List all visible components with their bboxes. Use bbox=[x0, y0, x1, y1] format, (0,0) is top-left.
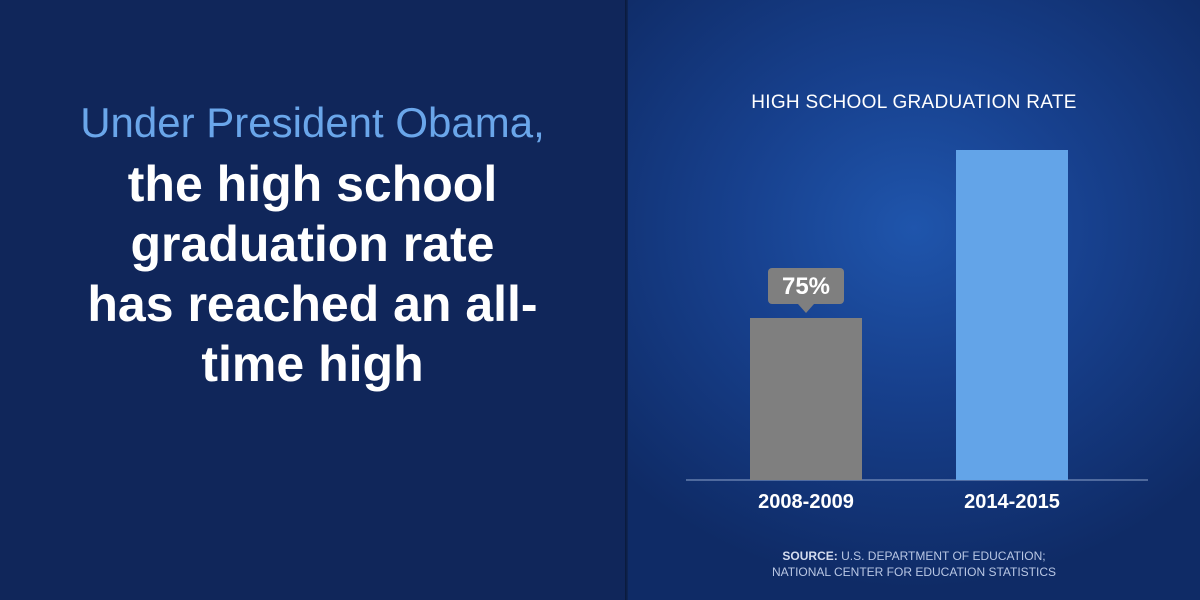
x-tick-label: 2008-2009 bbox=[758, 491, 854, 513]
data-label-pointer bbox=[798, 304, 814, 313]
left-panel bbox=[0, 0, 625, 600]
panel-divider bbox=[625, 0, 628, 600]
headline-intro: Under President Obama, bbox=[80, 99, 545, 146]
source-note: SOURCE: U.S. DEPARTMENT OF EDUCATION; NA… bbox=[628, 548, 1200, 580]
bar-2008-2009 bbox=[750, 318, 862, 480]
source-line-2: NATIONAL CENTER FOR EDUCATION STATISTICS bbox=[771, 565, 1056, 579]
source-org: U.S. DEPARTMENT OF EDUCATION; bbox=[841, 549, 1046, 563]
data-label-bubble bbox=[768, 268, 844, 304]
chart-title: HIGH SCHOOL GRADUATION RATE bbox=[751, 92, 1077, 113]
bar-chart: 75%2008-200983%2014-2015 bbox=[686, 150, 1148, 513]
source-line-1: SOURCE: U.S. DEPARTMENT OF EDUCATION; bbox=[628, 548, 1200, 564]
data-label: 75% bbox=[782, 273, 830, 300]
bar-2014-2015 bbox=[956, 150, 1068, 480]
right-panel bbox=[628, 0, 1200, 600]
headline-main: the high school graduation rate has reac… bbox=[87, 156, 538, 392]
source-label: SOURCE: bbox=[782, 549, 838, 563]
headline: Under President Obama, the high school g… bbox=[0, 96, 625, 394]
x-tick-label: 2014-2015 bbox=[964, 491, 1060, 513]
